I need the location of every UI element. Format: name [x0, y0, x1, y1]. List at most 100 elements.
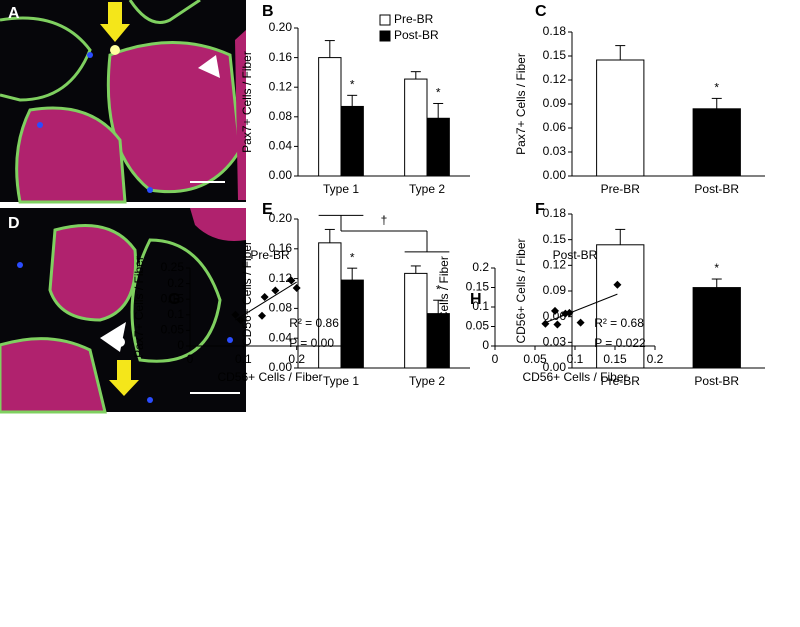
x-tick-label: Type 2 [409, 182, 445, 196]
y-tick-label: 0.18 [543, 24, 567, 38]
y-tick-label: 0.12 [543, 258, 567, 272]
panel-label: C [535, 3, 547, 20]
y-axis-label: CD56+ Cells / Fiber [514, 238, 528, 343]
bar [340, 105, 364, 177]
y-axis-label: Pax7+ Cells / Fiber [437, 256, 451, 358]
y-tick-label: 0.08 [269, 301, 293, 315]
x-tick-label: 0 [187, 352, 194, 366]
panel-label: H [470, 291, 482, 308]
y-tick-label: 0.12 [269, 271, 293, 285]
point [271, 286, 280, 295]
y-tick-label: 0.03 [543, 144, 567, 158]
legend-swatch [379, 30, 391, 42]
bar [404, 78, 428, 177]
y-tick-label: 0.00 [269, 168, 293, 182]
y-tick-label: 0.15 [543, 48, 567, 62]
point [287, 276, 296, 285]
panel-label: B [262, 3, 274, 20]
point [613, 280, 622, 289]
y-tick-label: 0.16 [269, 50, 293, 64]
x-tick-label: Post-BR [694, 374, 739, 388]
significance-mark: * [436, 86, 441, 100]
y-tick-label: 0.00 [269, 360, 293, 374]
x-tick-label: 0.1 [235, 352, 252, 366]
y-tick-label: 0.20 [269, 20, 293, 34]
x-tick-label: Type 2 [409, 374, 445, 388]
y-axis-label: Pax7+ Cells / Fiber [132, 256, 146, 358]
bar [692, 287, 741, 369]
y-tick-label: 0 [482, 338, 489, 352]
chart-title: Post-BR [553, 248, 598, 262]
significance-mark: * [714, 261, 719, 275]
trendline [545, 293, 618, 324]
x-tick-label: 0.1 [567, 352, 584, 366]
significance-mark: * [714, 81, 719, 95]
bar [692, 108, 741, 177]
x-tick-label: Pre-BR [601, 182, 641, 196]
y-tick-label: 0.00 [543, 168, 567, 182]
image-label: A [8, 5, 20, 22]
x-tick-label: 0.2 [288, 352, 305, 366]
image-label: D [8, 215, 20, 232]
chart-title: Pre-BR [250, 248, 290, 262]
x-tick-label: 0.05 [523, 352, 547, 366]
y-tick-label: 0.16 [269, 241, 293, 255]
bracket-label: † [381, 213, 388, 227]
y-tick-label: 0.15 [161, 291, 185, 305]
y-tick-label: 0.2 [472, 260, 489, 274]
legend-label: Post-BR [394, 28, 439, 42]
point [553, 320, 562, 329]
y-tick-label: 0.06 [543, 309, 567, 323]
y-tick-label: 0.25 [161, 260, 185, 274]
y-tick-label: 0.08 [269, 109, 293, 123]
x-axis-label: CD56+ Cells / Fiber [217, 370, 322, 384]
x-tick-label: Pre-BR [601, 374, 641, 388]
x-tick-label: Type 1 [323, 374, 359, 388]
bar [318, 57, 342, 177]
bar [426, 117, 450, 177]
point [551, 306, 559, 315]
y-tick-label: 0.05 [161, 323, 185, 337]
y-tick-label: 0.15 [543, 232, 567, 246]
y-tick-label: 0.09 [543, 283, 567, 297]
micrograph-d [0, 208, 246, 414]
significance-mark: * [436, 282, 441, 296]
bar [596, 244, 645, 369]
y-tick-label: 0.04 [269, 139, 293, 153]
y-tick-label: 0.2 [167, 276, 184, 290]
y-tick-label: 0.00 [543, 360, 567, 374]
x-tick-label: 0 [492, 352, 499, 366]
panel-label: G [168, 291, 180, 308]
trendline [235, 281, 297, 321]
y-tick-label: 0.05 [466, 319, 490, 333]
legend-swatch [379, 14, 391, 26]
y-tick-label: 0 [177, 338, 184, 352]
micrograph-a [0, 0, 246, 204]
point [292, 283, 301, 292]
y-axis-label: Pax7+ Cells / Fiber [240, 51, 254, 153]
x-tick-label: 0.15 [603, 352, 627, 366]
y-tick-label: 0.04 [269, 330, 293, 344]
y-tick-label: 0.09 [543, 96, 567, 110]
panel-label: F [535, 201, 545, 218]
x-tick-label: Post-BR [694, 182, 739, 196]
y-tick-label: 0.03 [543, 335, 567, 349]
x-tick-label: 0.3 [342, 352, 359, 366]
x-tick-label: 0.2 [647, 352, 664, 366]
y-tick-label: 0.12 [269, 79, 293, 93]
point [231, 310, 240, 319]
y-tick-label: 0.06 [543, 120, 567, 134]
stat-label: P = 0.022 [594, 336, 646, 350]
point [576, 318, 585, 327]
y-tick-label: 0.1 [472, 299, 489, 313]
y-tick-label: 0.18 [543, 206, 567, 220]
y-tick-label: 0.20 [269, 211, 293, 225]
point [258, 311, 266, 320]
y-axis-label: Pax7+ Cells / Fiber [514, 53, 528, 155]
bar [596, 59, 645, 177]
significance-mark: * [350, 78, 355, 92]
bar [404, 272, 428, 369]
x-tick-label: Type 1 [323, 182, 359, 196]
